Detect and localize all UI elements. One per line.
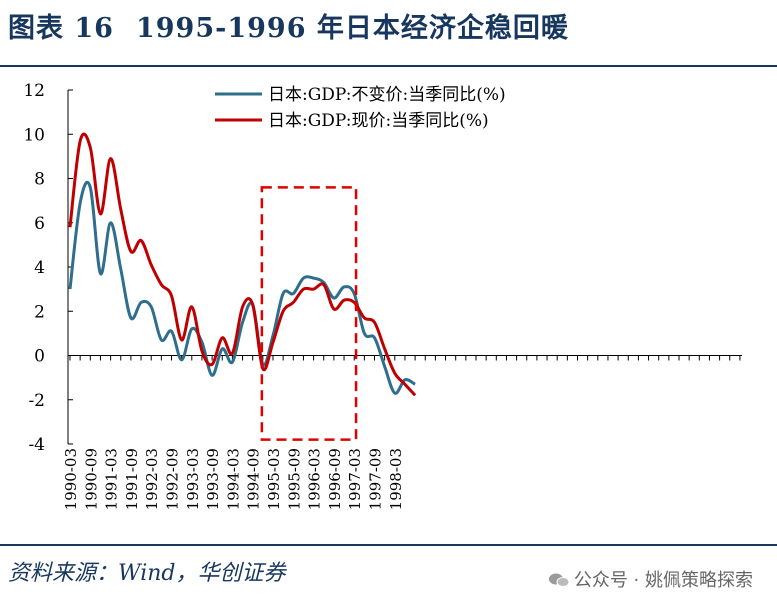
series-line-real-gdp bbox=[68, 180, 416, 395]
x-tick-label: 1994-03 bbox=[224, 448, 242, 510]
x-tick-label: 1994-09 bbox=[245, 448, 263, 510]
x-tick-label: 1998-03 bbox=[387, 448, 405, 510]
legend-item-real-gdp: 日本:GDP:不变价:当季同比(%) bbox=[268, 85, 506, 105]
figure-number: 图表 16 bbox=[8, 13, 114, 44]
y-tick-label: 4 bbox=[34, 258, 45, 278]
x-tick-label: 1997-09 bbox=[367, 448, 385, 510]
y-tick-label: 8 bbox=[34, 170, 45, 190]
chart-title: 图表 16 1995-1996 年日本经济企稳回暖 bbox=[8, 6, 569, 45]
x-tick-label: 1992-09 bbox=[164, 448, 182, 510]
source-note: 资料来源：Wind，华创证券 bbox=[8, 561, 286, 586]
x-tick-label: 1995-03 bbox=[265, 448, 283, 510]
x-tick-label: 1991-09 bbox=[123, 448, 141, 510]
x-tick-label: 1991-03 bbox=[103, 448, 121, 510]
x-tick-label: 1996-03 bbox=[306, 448, 324, 510]
footer-rule bbox=[0, 544, 777, 546]
watermark: 公众号 · 姚佩策略探索 bbox=[548, 566, 753, 592]
legend-item-nominal-gdp: 日本:GDP:现价:当季同比(%) bbox=[268, 111, 489, 131]
x-tick-label: 1993-03 bbox=[184, 448, 202, 510]
watermark-text: 公众号 · 姚佩策略探索 bbox=[573, 570, 753, 591]
y-tick-label: 0 bbox=[34, 347, 45, 367]
y-tick-label: 12 bbox=[23, 81, 45, 101]
x-tick-label: 1996-09 bbox=[326, 448, 344, 510]
figure-title: 1995-1996 年日本经济企稳回暖 bbox=[135, 13, 569, 44]
x-tick-label: 1992-03 bbox=[143, 448, 161, 510]
highlight-box bbox=[260, 186, 358, 441]
wechat-icon bbox=[548, 573, 570, 587]
x-tick-label: 1997-03 bbox=[346, 448, 364, 510]
y-tick-label: -2 bbox=[28, 391, 45, 411]
y-tick-label: 10 bbox=[23, 125, 45, 145]
y-tick-label: 6 bbox=[34, 214, 45, 234]
y-tick-label: 2 bbox=[34, 302, 45, 322]
gdp-line-chart: -4 -2 0 2 4 6 8 10 12 1990-03 1990-09 1991-03 1991-0… bbox=[23, 81, 742, 510]
y-tick-label: -4 bbox=[28, 435, 45, 455]
x-tick-label: 1990-03 bbox=[62, 448, 80, 510]
x-tick-label: 1995-09 bbox=[285, 448, 303, 510]
title-rule bbox=[0, 65, 777, 67]
x-tick-label: 1993-09 bbox=[204, 448, 222, 510]
x-tick-label: 1990-09 bbox=[82, 448, 100, 510]
